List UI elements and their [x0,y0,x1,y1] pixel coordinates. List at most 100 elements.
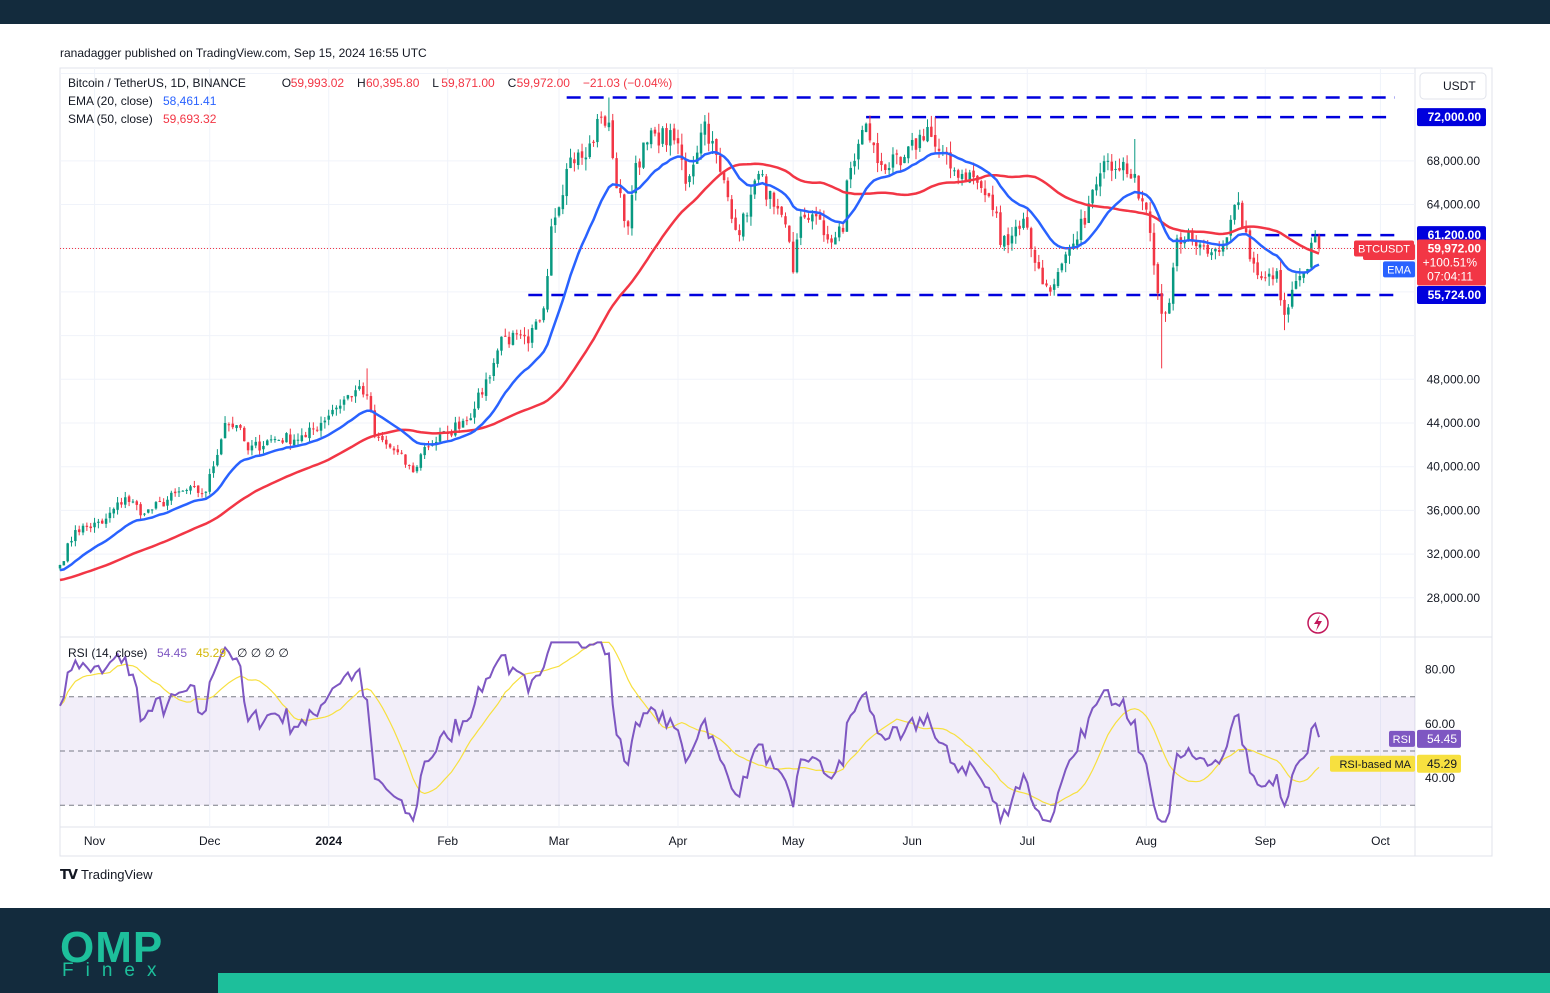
candle-body [822,220,826,236]
last-price-change: +100.51% [1423,256,1478,270]
candle-body [887,168,891,171]
candle-body [239,425,242,428]
candle-body [108,512,112,519]
candle-body [546,276,549,310]
candle-body [914,138,918,150]
candle-body [212,466,215,474]
published-note: ranadagger published on TradingView.com,… [60,46,427,60]
candle-body [354,390,357,397]
o-label: O [282,76,291,90]
candle-body [1006,234,1010,246]
candle-body [1202,245,1206,247]
rsi-ma-side-tag [1330,755,1415,772]
candle-body [576,152,580,166]
candle-body [596,118,599,143]
candle-body [77,529,81,533]
candle-body [530,328,534,343]
candle-body [841,227,845,232]
last-price-value: 59,972.00 [1428,242,1482,256]
rsi-side-tag [1389,730,1415,747]
bar-countdown: 07:04:11 [1427,270,1473,284]
candle-body [1098,173,1102,187]
candle-body [392,448,396,451]
candle-body [1290,289,1294,307]
candle-body [219,439,223,455]
currency-label: USDT [1443,79,1476,93]
candle-body [634,163,638,194]
candles [58,97,1321,571]
candle-body [899,156,902,166]
time-tick-label: Feb [437,834,458,848]
candle-body [849,167,852,180]
rsi-value-tag [1417,729,1461,748]
candle-body [308,427,311,439]
candle-body [745,215,749,217]
candle-body [1260,276,1263,279]
candle-body [918,134,922,149]
candle-body [780,206,783,215]
candle-body [369,396,373,411]
support-resistance-levels [528,96,1395,297]
candle-body [868,123,872,141]
tradingview-logo[interactable]: 𝗧𝗩 TradingView [60,867,152,883]
candle-body [949,152,952,169]
candle-body [542,308,545,321]
candle-body [408,465,411,467]
candle-body [85,525,89,527]
candle-body [116,502,119,510]
candle-body [791,241,795,273]
candle-body [623,194,626,222]
candle-body [550,226,553,276]
candle-body [1229,219,1232,236]
candle-body [1252,257,1256,264]
candle-body [415,466,419,472]
candle-body [538,320,542,322]
candle-body [519,334,522,336]
candle-body [626,221,630,227]
h-label: H [357,76,366,90]
rsi-legend-label: RSI (14, close) [68,646,147,660]
candle-body [799,216,803,238]
candle-body [1298,276,1302,281]
candle-body [1194,240,1198,247]
time-tick-label: Jun [902,834,921,848]
candle-body [243,427,246,442]
candle-body [419,454,423,468]
candle-body [423,447,426,456]
candle-body [761,174,764,176]
candle-body [269,439,273,441]
candle-body [131,501,135,503]
candle-body [619,187,622,194]
time-tick-label: May [782,834,805,848]
candle-body [653,129,657,134]
candle-body [185,490,188,492]
candle-body [738,230,741,236]
candle-body [58,565,62,569]
legend: Bitcoin / TetherUS, 1D, BINANCE O 59,993.0… [68,76,672,126]
candle-body [1187,231,1190,242]
candle-body [350,396,353,398]
candle-body [753,180,757,195]
candle-body [907,146,910,159]
candle-body [484,379,488,396]
price-tick-label: 44,000.00 [1427,416,1481,430]
rsi-side-label: RSI [1393,734,1411,746]
candle-body [1241,202,1244,228]
candle-body [273,439,277,441]
tradingview-label: TradingView [80,867,153,882]
candle-body [876,143,879,164]
candle-body [381,435,384,441]
candle-body [1210,252,1213,256]
candle-body [97,521,100,523]
candle-body [1110,161,1114,171]
ema-legend-value: 58,461.41 [163,94,217,108]
candle-body [573,159,576,164]
candle-body [534,321,538,330]
btc-chart[interactable]: 28,000.00 32,000.00 36,000.00 40,000.00 44,0… [0,0,1550,900]
candle-body [488,377,492,379]
time-tick-label: Aug [1136,834,1157,848]
rsi-ma-value-tag [1417,754,1461,773]
candle-body [235,425,238,429]
candle-body [177,491,181,493]
c-value: 59,972.00 [517,76,571,90]
